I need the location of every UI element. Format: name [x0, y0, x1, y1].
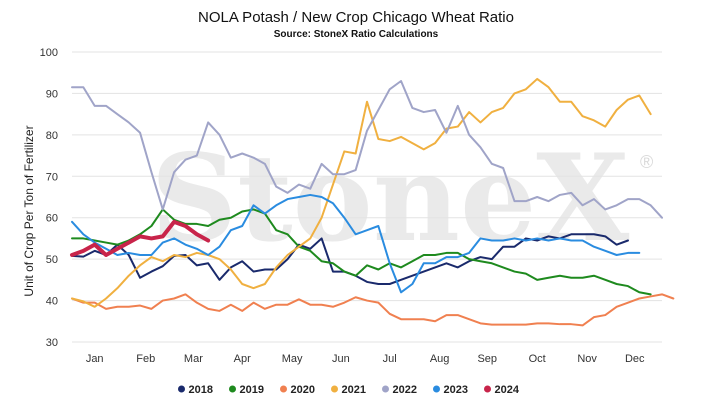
x-axis-ticks: Jan Feb Mar Apr May Jun Jul Aug Sep Oct Nov Dec [86, 353, 645, 365]
y-tick-label: 60 [46, 213, 58, 225]
x-tick-label: Sep [477, 353, 497, 365]
legend-label: 2021 [342, 384, 366, 396]
x-tick-label: May [282, 353, 303, 365]
legend-item-2018: 2018 [178, 384, 213, 396]
series-line-2022 [71, 80, 663, 219]
x-tick-label: Oct [529, 353, 546, 365]
legend-marker [433, 385, 440, 393]
legend-marker [178, 385, 185, 393]
legend-marker [331, 385, 338, 393]
x-tick-label: Aug [430, 353, 450, 365]
x-tick-label: Jun [332, 353, 350, 365]
legend-item-2021: 2021 [331, 384, 366, 396]
watermark: StoneX [151, 128, 630, 269]
series-lines [70, 77, 675, 327]
y-tick-label: 80 [46, 130, 58, 142]
legend-label: 2023 [444, 384, 468, 396]
y-axis-ticks: 30 40 50 60 70 80 90 100 [40, 47, 58, 349]
legend: 2018 2019 2020 2021 2022 2023 2024 [178, 384, 520, 396]
y-tick-label: 30 [46, 337, 58, 349]
y-axis-label: Unit of Crop Per Ton of Fertilizer [22, 125, 36, 296]
legend-marker [484, 385, 491, 393]
series-line-2021 [71, 77, 652, 308]
legend-label: 2022 [393, 384, 417, 396]
x-tick-label: Jan [86, 353, 104, 365]
x-tick-label: Apr [234, 353, 251, 365]
series-line-2023 [71, 193, 641, 294]
y-tick-label: 100 [40, 47, 58, 59]
legend-item-2022: 2022 [382, 384, 417, 396]
legend-marker [382, 385, 389, 393]
legend-label: 2020 [291, 384, 315, 396]
chart-subtitle: Source: StoneX Ratio Calculations [274, 29, 439, 40]
legend-item-2023: 2023 [433, 384, 468, 396]
x-tick-label: Jul [383, 353, 397, 365]
legend-marker [229, 385, 236, 393]
y-tick-label: 90 [46, 88, 58, 100]
y-tick-label: 40 [46, 296, 58, 308]
legend-item-2019: 2019 [229, 384, 264, 396]
x-tick-label: Dec [625, 353, 645, 365]
legend-item-2024: 2024 [484, 384, 520, 396]
legend-label: 2019 [240, 384, 264, 396]
series-line-2020 [71, 293, 675, 327]
legend-marker [280, 385, 287, 393]
legend-label: 2018 [189, 384, 213, 396]
y-tick-label: 70 [46, 171, 58, 183]
x-tick-label: Feb [136, 353, 155, 365]
y-tick-label: 50 [46, 254, 58, 266]
series-line-2024 [70, 219, 211, 257]
x-tick-label: Mar [184, 353, 203, 365]
x-tick-label: Nov [577, 353, 597, 365]
watermark-registered-mark: ® [640, 152, 653, 172]
legend-label: 2024 [495, 384, 520, 396]
legend-item-2020: 2020 [280, 384, 315, 396]
chart-title: NOLA Potash / New Crop Chicago Wheat Rat… [198, 9, 514, 26]
series-line-2019 [71, 208, 652, 296]
